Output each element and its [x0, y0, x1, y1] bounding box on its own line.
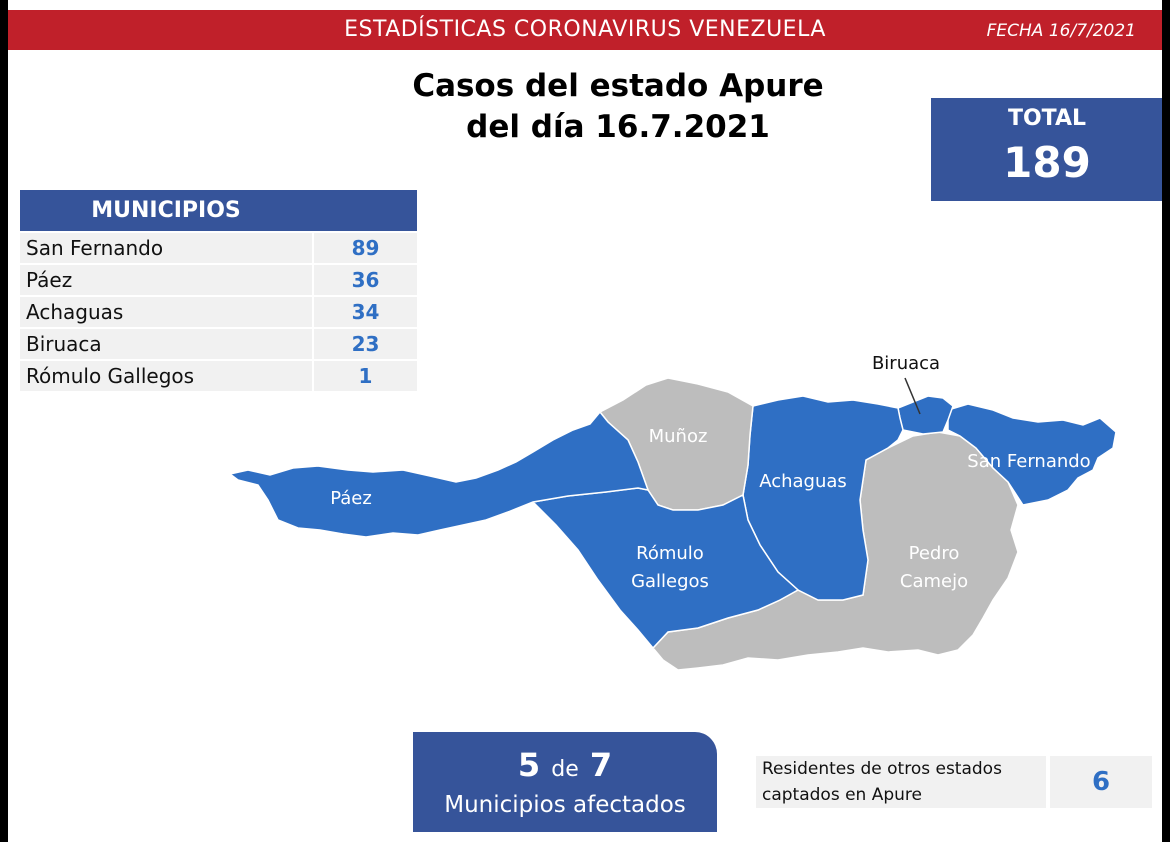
total-label: TOTAL	[1007, 106, 1087, 131]
afectados-de: de	[551, 757, 579, 782]
municipios-afectados-box: 5 de 7 Municipios afectados	[413, 732, 717, 832]
municipio-cases: 89	[314, 233, 417, 263]
page-title-line2: del día 16.7.2021	[466, 109, 770, 145]
municipio-name: Achaguas	[20, 297, 312, 327]
header-bar: ESTADÍSTICAS CORONAVIRUS VENEZUELA FECHA…	[8, 10, 1162, 50]
region-biruaca	[897, 395, 954, 435]
region-romulo-gallegos	[531, 487, 800, 650]
municipio-name: Biruaca	[20, 329, 312, 359]
municipios-header-label: MUNICIPIOS	[91, 198, 241, 223]
afectados-count: 5	[517, 746, 541, 784]
residentes-value: 6	[1050, 756, 1152, 808]
page-title: Casos del estado Apure del día 16.7.2021	[398, 66, 838, 148]
label-romulo-line2: Gallegos	[631, 571, 709, 592]
region-paez	[228, 410, 650, 538]
header-title: ESTADÍSTICAS CORONAVIRUS VENEZUELA	[344, 17, 826, 42]
afectados-label: Municipios afectados	[444, 792, 686, 818]
label-san-fernando: San Fernando	[967, 451, 1090, 472]
municipio-name: Rómulo Gallegos	[20, 361, 312, 391]
header-date: FECHA 16/7/2021	[986, 21, 1136, 41]
page-title-line1: Casos del estado Apure	[412, 68, 824, 104]
biruaca-leader-line	[904, 377, 921, 415]
municipio-cases: 1	[314, 361, 417, 391]
label-pedro-line1: Pedro	[909, 543, 960, 564]
table-row: Páez 36	[20, 265, 417, 295]
afectados-count-line: 5 de 7	[413, 746, 717, 784]
table-row: Rómulo Gallegos 1	[20, 361, 417, 391]
label-paez: Páez	[330, 488, 372, 509]
residentes-label-line1: Residentes de otros estados	[762, 759, 1002, 779]
residentes-label: Residentes de otros estados captados en …	[756, 756, 1046, 808]
total-box: TOTAL 189	[931, 98, 1162, 201]
table-row: Biruaca 23	[20, 329, 417, 359]
municipio-cases: 34	[314, 297, 417, 327]
region-san-fernando	[947, 403, 1117, 506]
municipio-cases: 23	[314, 329, 417, 359]
table-row: San Fernando 89	[20, 233, 417, 263]
label-romulo-line1: Rómulo	[636, 543, 704, 564]
residentes-label-line2: captados en Apure	[762, 785, 922, 805]
label-biruaca: Biruaca	[872, 353, 940, 374]
municipio-cases: 36	[314, 265, 417, 295]
municipios-table: MUNICIPIOS San Fernando 89 Páez 36 Achag…	[20, 190, 417, 391]
municipios-header: MUNICIPIOS	[20, 190, 417, 231]
apure-map: Páez Muñoz Achaguas Biruaca San Fernando…	[228, 353, 1117, 671]
table-row: Achaguas 34	[20, 297, 417, 327]
total-value: 189	[1003, 138, 1091, 187]
afectados-total: 7	[589, 746, 613, 784]
label-munoz: Muñoz	[649, 426, 708, 447]
label-pedro-line2: Camejo	[900, 571, 968, 592]
municipio-name: Páez	[20, 265, 312, 295]
slide: ESTADÍSTICAS CORONAVIRUS VENEZUELA FECHA…	[8, 0, 1162, 842]
municipio-name: San Fernando	[20, 233, 312, 263]
label-achaguas: Achaguas	[759, 471, 847, 492]
